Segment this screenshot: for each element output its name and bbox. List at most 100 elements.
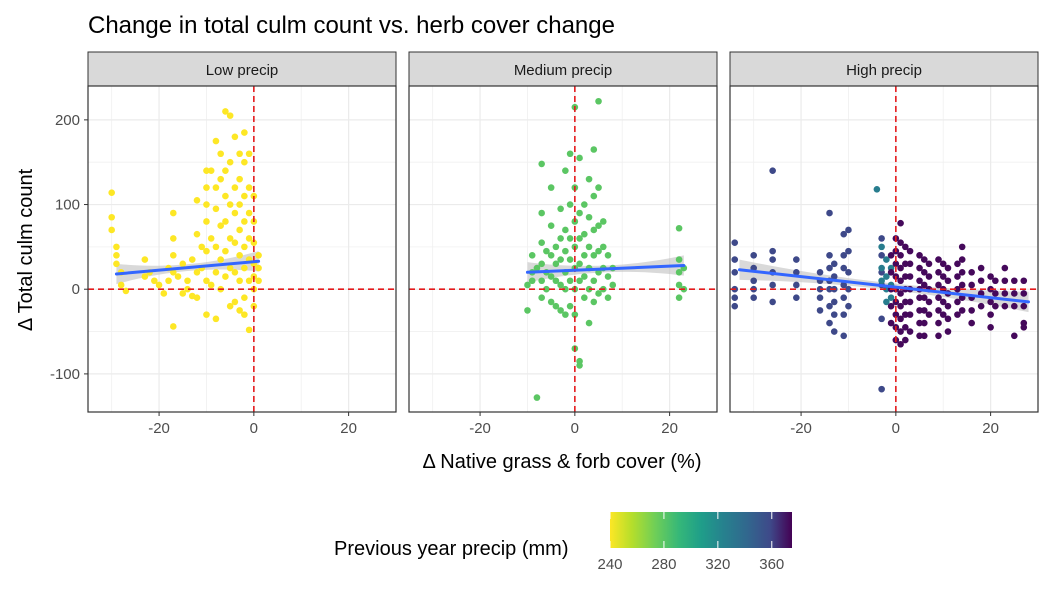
y-tick-label: 100 (55, 197, 80, 214)
data-point (590, 277, 598, 285)
data-point (245, 184, 253, 191)
data-point (188, 256, 196, 263)
data-point (122, 287, 130, 295)
data-point (731, 294, 739, 301)
data-point (920, 319, 928, 327)
data-point (113, 260, 120, 268)
data-point (524, 281, 531, 289)
data-point (769, 256, 776, 263)
data-point (906, 260, 914, 268)
data-point (562, 311, 569, 318)
data-point (552, 260, 560, 268)
data-point (562, 167, 569, 174)
legend-tick-label: 240 (597, 556, 622, 573)
data-point (887, 268, 895, 276)
data-point (826, 209, 833, 217)
data-point (566, 302, 574, 310)
data-point (241, 129, 248, 136)
data-point (944, 264, 952, 272)
data-point (916, 252, 923, 259)
data-point (212, 243, 220, 251)
data-point (958, 256, 966, 263)
data-point (939, 273, 947, 280)
data-point (897, 302, 904, 310)
y-tick-label: 0 (72, 281, 80, 298)
data-point (538, 209, 545, 217)
data-point (245, 277, 253, 285)
data-point (179, 260, 187, 268)
data-point (571, 311, 579, 318)
data-point (604, 273, 612, 280)
data-point (566, 150, 574, 158)
y-axis-title: Δ Total culm count (15, 168, 37, 331)
data-point (878, 264, 885, 272)
data-point (878, 315, 885, 323)
data-point (217, 175, 224, 183)
data-point (1001, 290, 1009, 297)
data-point (231, 184, 239, 191)
data-point (226, 302, 234, 310)
fit-line (525, 264, 686, 274)
data-point (198, 243, 206, 251)
facet-strip-label: High precip (846, 62, 922, 79)
panel-border (729, 85, 1039, 413)
data-point (968, 307, 975, 314)
data-point (906, 328, 914, 335)
data-point (108, 213, 115, 221)
data-point (987, 273, 994, 280)
legend-ticks: 240 280 320 360 (597, 512, 784, 573)
data-point (590, 146, 598, 153)
data-point (581, 201, 588, 208)
data-point (935, 332, 942, 340)
data-point (1001, 264, 1009, 272)
data-point (595, 184, 602, 191)
data-point (236, 252, 243, 259)
data-point (222, 108, 229, 115)
data-point (750, 277, 757, 285)
data-point (1020, 302, 1028, 310)
data-point (585, 213, 593, 221)
data-point (731, 302, 739, 310)
data-point (944, 315, 952, 323)
data-point (916, 319, 923, 327)
data-point (992, 277, 999, 285)
panel-border (408, 85, 718, 413)
data-point (226, 264, 234, 272)
data-point (916, 294, 923, 301)
data-point (231, 239, 239, 246)
data-point (236, 201, 243, 208)
x-tick-label: -20 (469, 420, 491, 437)
data-point (987, 311, 994, 318)
data-point (543, 285, 550, 293)
data-point (920, 268, 928, 276)
data-point (207, 235, 215, 242)
facet-strip (87, 51, 397, 87)
data-point (155, 281, 163, 289)
data-point (179, 290, 187, 297)
data-point (925, 298, 933, 306)
data-point (935, 256, 942, 263)
data-point (169, 209, 177, 217)
data-point (1001, 302, 1009, 310)
data-point (840, 230, 848, 238)
data-point (878, 243, 885, 251)
data-point (547, 222, 555, 230)
data-point (226, 235, 234, 242)
data-point (826, 285, 833, 293)
data-point (897, 328, 904, 335)
data-point (231, 133, 239, 141)
data-point (925, 311, 933, 318)
data-point (547, 184, 555, 191)
data-point (207, 167, 215, 174)
data-point (547, 252, 555, 259)
data-point (212, 268, 220, 276)
legend-title: Previous year precip (mm) (334, 538, 569, 560)
data-point (878, 235, 885, 242)
data-point (977, 302, 985, 310)
data-point (1011, 302, 1018, 310)
data-point (675, 224, 683, 232)
data-point (887, 294, 895, 301)
data-point (920, 294, 928, 301)
data-point (193, 230, 201, 238)
data-point (599, 243, 607, 251)
